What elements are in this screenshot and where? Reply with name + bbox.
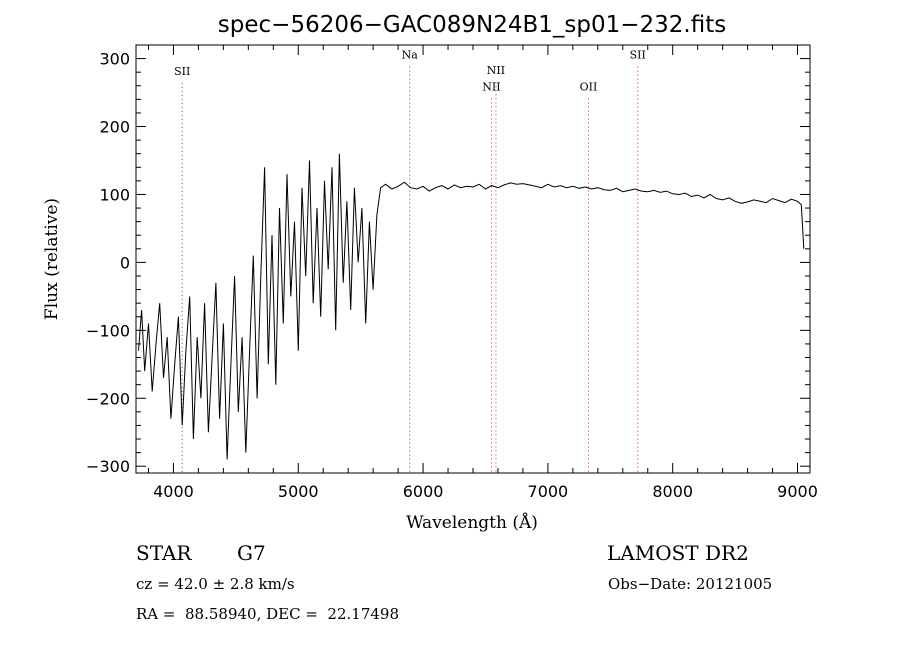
x-tick-label-1: 5000 bbox=[278, 482, 319, 501]
line-label-5: SII bbox=[630, 49, 646, 62]
sky-coordinates: RA = 88.58940, DEC = 22.17498 bbox=[136, 605, 400, 623]
spectral-line-markers: SII Na NII NII OII SII bbox=[174, 49, 646, 473]
chart-title: spec−56206−GAC089N24B1_sp01−232.fits bbox=[218, 12, 726, 38]
x-axis-label: Wavelength (Å) bbox=[406, 512, 538, 533]
y-tick-label-6: 300 bbox=[99, 50, 130, 69]
y-tick-label-2: −100 bbox=[86, 321, 130, 340]
line-label-4: OII bbox=[580, 81, 598, 94]
x-tick-label-2: 6000 bbox=[403, 482, 444, 501]
object-subclass: G7 bbox=[237, 541, 266, 565]
x-tick-label-3: 7000 bbox=[528, 482, 569, 501]
x-tick-label-4: 8000 bbox=[652, 482, 693, 501]
plot-frame bbox=[135, 44, 811, 474]
y-tick-label-0: −300 bbox=[86, 457, 130, 476]
x-tick-label-5: 9000 bbox=[777, 482, 818, 501]
y-tick-label-5: 200 bbox=[99, 118, 130, 137]
object-class: STAR bbox=[136, 541, 192, 565]
y-tick-label-1: −200 bbox=[86, 389, 130, 408]
survey-name: LAMOST DR2 bbox=[607, 541, 749, 565]
line-label-2: NII bbox=[482, 81, 500, 94]
x-tick-label-0: 4000 bbox=[153, 482, 194, 501]
spectrum-series-line bbox=[138, 153, 805, 460]
observation-date: Obs−Date: 20121005 bbox=[608, 575, 773, 593]
redshift-velocity: cz = 42.0 ± 2.8 km/s bbox=[136, 575, 295, 593]
x-axis-ticks: 4000 5000 6000 7000 8000 9000 bbox=[147, 45, 818, 501]
y-tick-label-4: 100 bbox=[99, 185, 130, 204]
line-label-3: NII bbox=[487, 64, 505, 77]
y-axis-label: Flux (relative) bbox=[42, 198, 62, 320]
line-label-0: SII bbox=[174, 65, 190, 78]
line-label-1: Na bbox=[402, 49, 419, 62]
y-axis-ticks: −300 −200 −100 0 100 200 300 bbox=[86, 50, 810, 476]
y-tick-label-3: 0 bbox=[120, 253, 130, 272]
